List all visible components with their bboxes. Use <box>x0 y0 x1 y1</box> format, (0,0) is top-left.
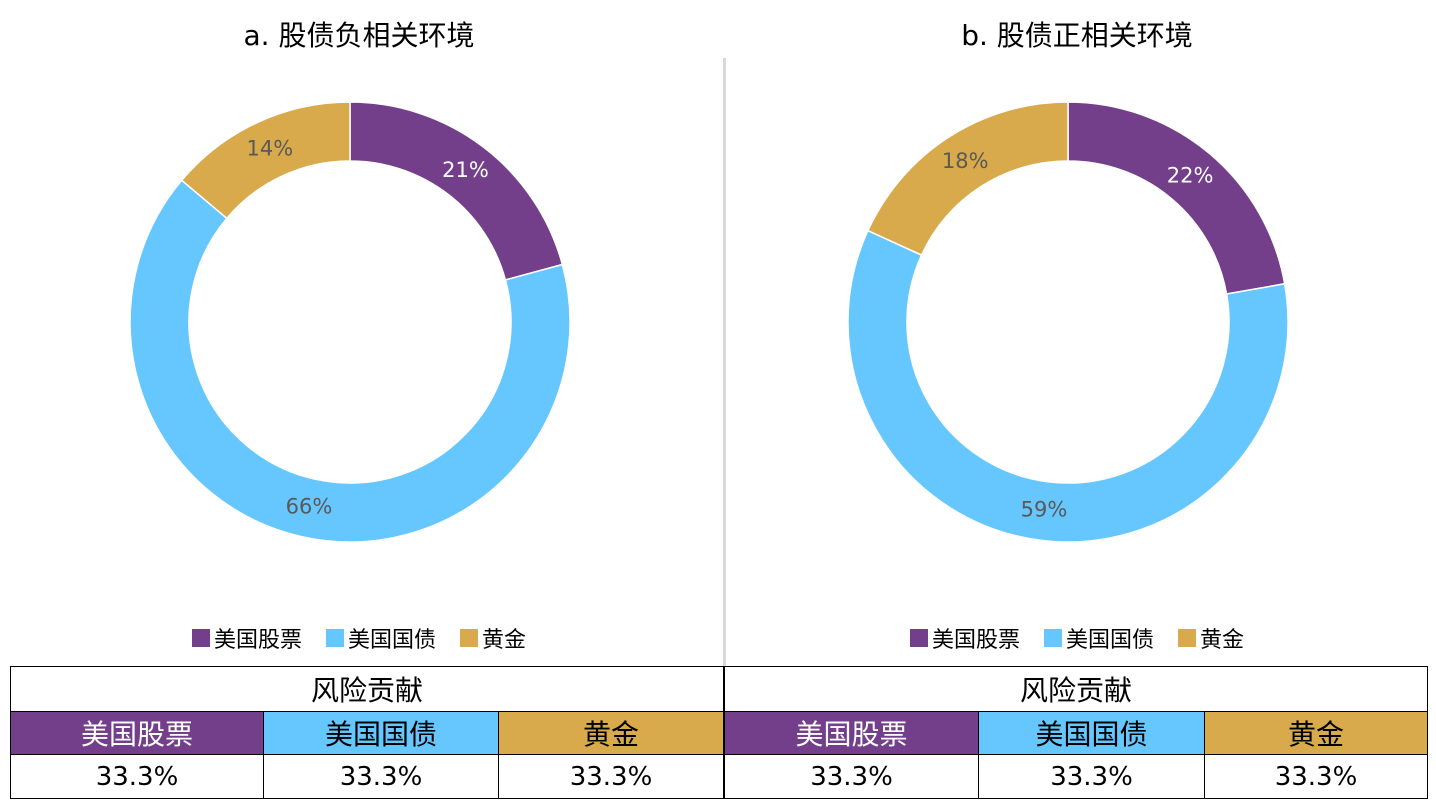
risk-table-header: 风险贡献 <box>724 666 1428 712</box>
risk-tables: 风险贡献 美国股票 美国国债 黄金 33.3% 33.3% 33.3% 风险贡献… <box>10 666 1428 799</box>
chart-title-a: a. 股债负相关环境 <box>243 19 475 52</box>
slice-stocks <box>1067 101 1286 295</box>
panel-divider <box>723 58 726 666</box>
legend-swatch-gold <box>1178 629 1196 647</box>
legend-label-stocks: 美国股票 <box>931 628 1020 653</box>
chart-title-b: b. 股债正相关环境 <box>961 19 1193 52</box>
legend-label-gold: 黄金 <box>482 628 527 653</box>
legend-item-bonds: 美国国债 <box>325 622 436 654</box>
risk-value-gold: 33.3% <box>498 754 724 799</box>
legend-swatch-gold <box>460 629 478 647</box>
data-label-bonds: 59% <box>1021 497 1068 521</box>
legend-b: 美国股票 美国国债 黄金 <box>718 622 1436 654</box>
risk-value-stocks: 33.3% <box>10 754 264 799</box>
slice-bonds <box>847 229 1289 543</box>
legend-a: 美国股票 美国国债 黄金 <box>0 622 718 654</box>
legend-swatch-bonds <box>1043 629 1062 647</box>
risk-col-bonds: 美国国债 <box>978 711 1205 755</box>
slice-stocks <box>349 101 564 281</box>
legend-item-stocks: 美国股票 <box>909 622 1020 654</box>
risk-col-gold: 黄金 <box>1204 711 1428 755</box>
chart-panel-b: b. 股债正相关环境 22% 59% 18% 美国股票 美国国债 黄金 <box>718 0 1436 666</box>
risk-col-stocks: 美国股票 <box>10 711 264 755</box>
legend-label-bonds: 美国国债 <box>347 628 436 653</box>
donut-chart-a: 21% 66% 14% <box>129 101 571 543</box>
data-label-gold: 18% <box>942 149 989 173</box>
legend-label-bonds: 美国国债 <box>1065 628 1154 653</box>
risk-table-header: 风险贡献 <box>10 666 724 712</box>
data-label-stocks: 22% <box>1167 163 1214 187</box>
risk-col-gold: 黄金 <box>498 711 724 755</box>
legend-item-bonds: 美国国债 <box>1043 622 1154 654</box>
legend-swatch-bonds <box>325 629 344 647</box>
data-label-stocks: 21% <box>442 158 489 182</box>
legend-item-stocks: 美国股票 <box>191 622 302 654</box>
risk-value-gold: 33.3% <box>1204 754 1428 799</box>
legend-swatch-stocks <box>909 629 928 647</box>
legend-item-gold: 黄金 <box>460 622 526 654</box>
donut-chart-b: 22% 59% 18% <box>847 101 1289 543</box>
data-label-bonds: 66% <box>286 495 333 519</box>
legend-label-gold: 黄金 <box>1200 628 1245 653</box>
risk-table-a: 风险贡献 美国股票 美国国债 黄金 33.3% 33.3% 33.3% <box>10 666 724 799</box>
slice-bonds <box>129 179 571 543</box>
data-label-gold: 14% <box>247 137 294 161</box>
slice-gold <box>866 101 1069 257</box>
risk-col-bonds: 美国国债 <box>263 711 499 755</box>
legend-label-stocks: 美国股票 <box>213 628 302 653</box>
legend-item-gold: 黄金 <box>1178 622 1244 654</box>
legend-swatch-stocks <box>191 629 210 647</box>
risk-col-stocks: 美国股票 <box>724 711 979 755</box>
slice-gold <box>180 101 351 220</box>
risk-table-b: 风险贡献 美国股票 美国国债 黄金 33.3% 33.3% 33.3% <box>724 666 1428 799</box>
risk-value-bonds: 33.3% <box>978 754 1205 799</box>
chart-panel-a: a. 股债负相关环境 21% 66% 14% 美国股票 美国国债 黄金 <box>0 0 718 666</box>
risk-value-bonds: 33.3% <box>263 754 499 799</box>
risk-value-stocks: 33.3% <box>724 754 979 799</box>
